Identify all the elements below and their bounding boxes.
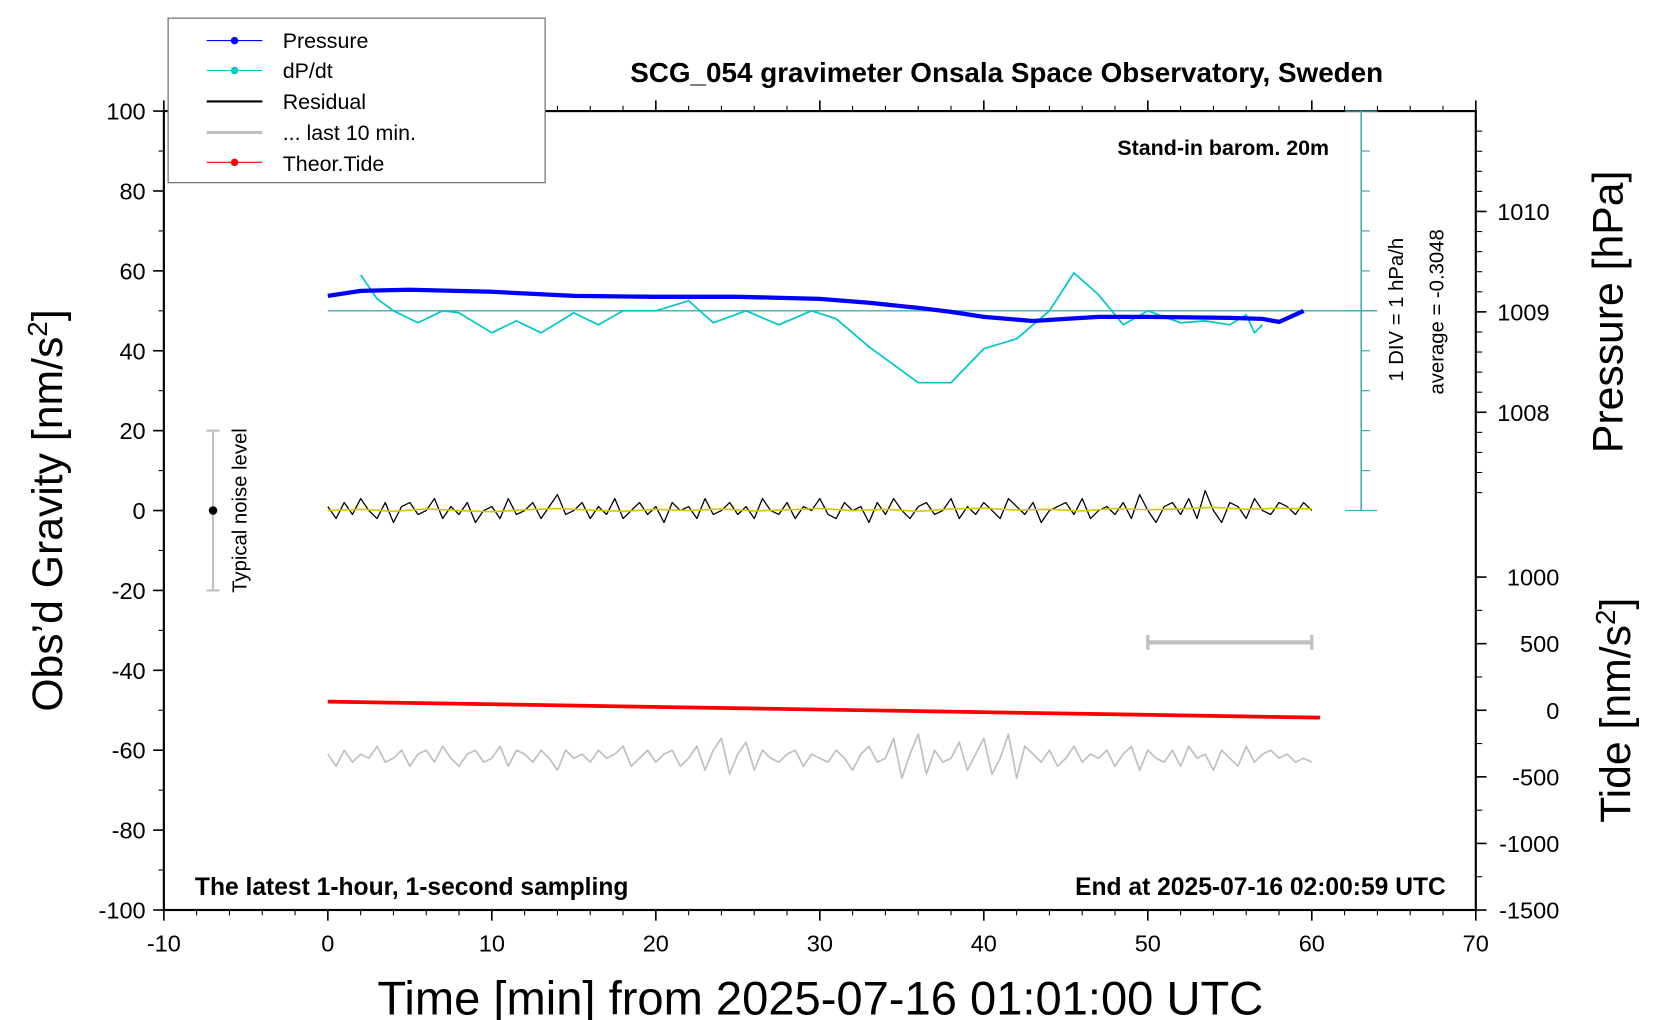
noise-level-label: Typical noise level [229,428,251,593]
y-tick-label: -80 [112,818,146,844]
end-time-note: End at 2025-07-16 02:00:59 UTC [1075,874,1446,901]
pressure-tick-label: 1010 [1497,199,1549,225]
y-tick-label: 40 [119,338,145,364]
y-axis-label-tide: Tide [nm/s2] [1590,598,1640,823]
tide-label-sup: 2 [1590,610,1621,625]
y-axis-label-pressure: Pressure [hPa] [1584,171,1632,453]
y-axis-label-left: Obs’d Gravity [nm/s2] [22,309,72,711]
x-tick-label: 0 [321,931,334,957]
noise-bar-center [208,506,218,515]
chart-title: SCG_054 gravimeter Onsala Space Observat… [630,57,1383,88]
x-tick-label: 70 [1463,931,1489,957]
tide-tick-label: -1500 [1499,898,1559,924]
legend-residual: Residual [283,90,366,114]
pressure-line [327,287,1305,325]
legend-tide: Theor.Tide [283,152,385,176]
x-tick-label: 10 [479,931,505,957]
y-tick-label: -100 [99,898,146,924]
residual-smoothed-line [327,506,1312,513]
axes-ticks: -10 0 10 20 30 40 50 60 70100806040200-20-40-60-… [99,99,1560,957]
last-10-min-line [327,733,1313,780]
ylabel-end: ] [24,309,72,321]
ylabel-main: Obs’d Gravity [nm/s [24,337,72,712]
tide-label-end: ] [1592,598,1640,610]
barometer-note: Stand-in barom. 20m [1117,136,1329,160]
y-tick-label: 0 [133,498,146,524]
legend: Pressure dP/dt Residual ... last 10 min.… [167,17,546,184]
div-scale-label: 1 DIV = 1 hPa/h [1386,238,1408,382]
y-tick-label: 80 [119,179,145,205]
x-tick-label: 30 [807,931,833,957]
dpdt-line [359,272,1264,384]
x-tick-label: 20 [643,931,669,957]
tide-tick-label: -1000 [1499,831,1559,857]
tide-label-main: Tide [nm/s [1592,625,1640,823]
pressure-tick-label: 1009 [1497,299,1549,325]
x-tick-label: 40 [971,931,997,957]
sampling-note: The latest 1-hour, 1-second sampling [195,874,629,901]
legend-dpdt-marker [230,66,239,75]
x-axis-label: Time [min] from 2025-07-16 01:01:00 UTC [377,972,1263,1020]
y-tick-label: 20 [119,418,145,444]
y-tick-label: -60 [112,738,146,764]
pressure-tick-label: 1008 [1497,400,1549,426]
theor-tide-line [327,699,1320,720]
tide-tick-label: 500 [1520,631,1559,657]
residual-line [327,489,1313,524]
plot-frame [162,110,1477,912]
tide-tick-label: 0 [1546,698,1559,724]
legend-pressure-marker [230,36,239,45]
y-tick-label: 60 [119,258,145,284]
y-tick-label: -20 [112,578,146,604]
x-tick-label: -10 [147,931,181,957]
series-group [206,110,1378,780]
legend-pressure: Pressure [283,29,369,53]
tide-tick-label: 1000 [1507,565,1559,591]
ylabel-sup: 2 [22,321,53,336]
average-label: average = -0.3048 [1427,229,1449,394]
tide-tick-label: -500 [1512,764,1559,790]
legend-tide-marker [230,158,239,167]
x-tick-label: 50 [1135,931,1161,957]
y-tick-label: 100 [106,99,145,125]
legend-dpdt: dP/dt [283,59,333,83]
x-tick-label: 60 [1299,931,1325,957]
legend-last10: ... last 10 min. [283,121,416,145]
y-tick-label: -40 [112,658,146,684]
